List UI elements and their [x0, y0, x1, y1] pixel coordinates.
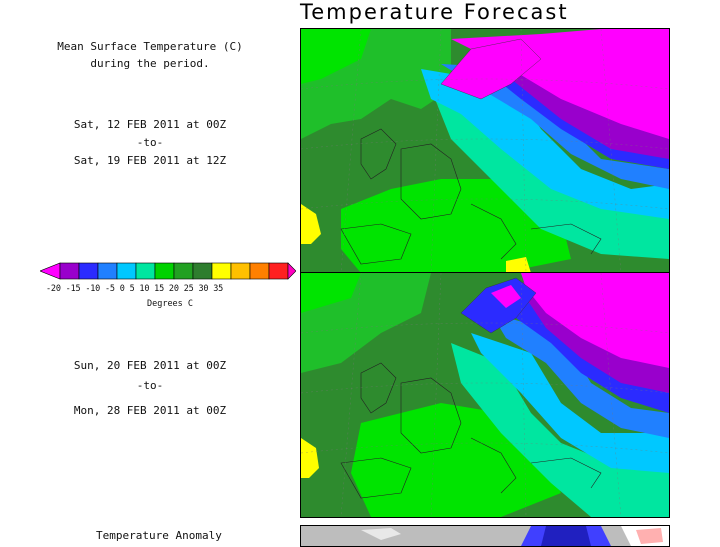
- period2-start: Sun, 20 FEB 2011 at 00Z: [73, 359, 227, 372]
- legend-swatch: [173, 262, 194, 280]
- period2-end: Mon, 28 FEB 2011 at 00Z: [73, 404, 227, 417]
- legend-swatch: [78, 262, 99, 280]
- legend-tick-labels: -20 -15 -10 -5 0 5 10 15 20 25 30 35: [46, 284, 224, 294]
- legend-swatch: [249, 262, 270, 280]
- legend-swatch: [97, 262, 118, 280]
- legend-arrow-left: [40, 262, 61, 280]
- description-line-1: Mean Surface Temperature (C): [57, 40, 243, 53]
- description-line-2: during the period.: [90, 57, 210, 70]
- legend-swatch: [230, 262, 251, 280]
- period1-end: Sat, 19 FEB 2011 at 12Z: [73, 154, 227, 167]
- forecast-map-week2: [300, 272, 670, 518]
- period2-separator: -to-: [136, 379, 164, 392]
- legend-swatch: [211, 262, 232, 280]
- anomaly-map: [300, 525, 670, 547]
- legend-swatch: [135, 262, 156, 280]
- anomaly-caption: Temperature Anomaly: [96, 529, 222, 542]
- period1-start: Sat, 12 FEB 2011 at 00Z: [73, 118, 227, 131]
- legend-swatch: [268, 262, 289, 280]
- legend-swatch: [116, 262, 137, 280]
- color-legend-bar: [40, 262, 296, 280]
- forecast-map-week1: [300, 28, 670, 274]
- page-title: Temperature Forecast: [300, 0, 569, 24]
- legend-swatch: [154, 262, 175, 280]
- legend-arrow-right: [287, 262, 296, 280]
- legend-swatch: [192, 262, 213, 280]
- period1-separator: -to-: [136, 136, 164, 149]
- legend-unit-label: Degrees C: [146, 299, 194, 309]
- legend-swatch: [59, 262, 80, 280]
